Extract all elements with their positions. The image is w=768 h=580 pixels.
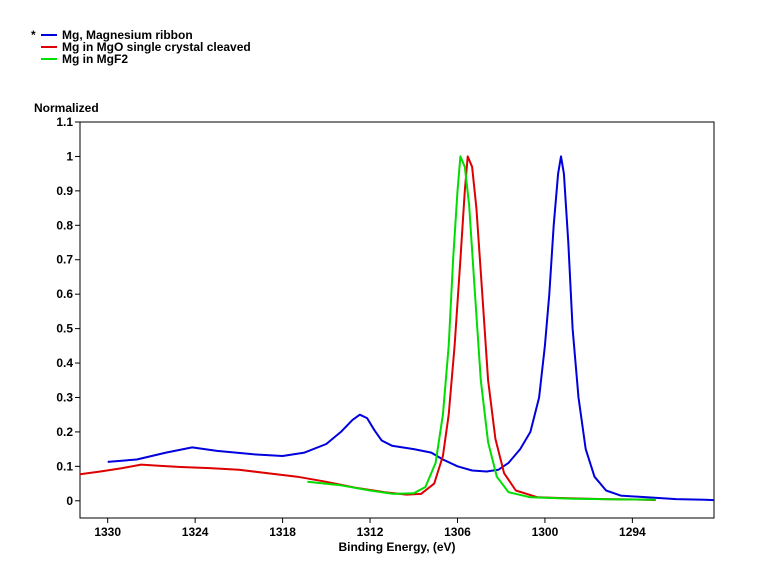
y-tick-label: 0	[66, 494, 73, 508]
x-tick-label: 1300	[532, 525, 559, 539]
series-line-0	[107, 155, 715, 502]
x-tick-label: 1324	[182, 525, 209, 539]
x-axis: 1330 1324 1318 1312 1306 1300 1294	[94, 518, 646, 539]
y-tick-label: 1.1	[56, 115, 73, 129]
y-tick-label: 0.5	[56, 322, 73, 336]
x-tick-label: 1306	[444, 525, 471, 539]
legend-label-2: Mg in MgF2	[62, 52, 128, 66]
y-tick-label: 0.7	[56, 253, 73, 267]
y-axis-title: Normalized	[34, 101, 99, 115]
x-tick-label: 1312	[357, 525, 384, 539]
y-tick-label: 0.9	[56, 184, 73, 198]
y-tick-label: 1	[66, 149, 73, 163]
x-tick-label: 1330	[94, 525, 121, 539]
y-axis: 0 0.1 0.2 0.3 0.4 0.5 0.6 0.7 0.8 0.9 1 1.1	[56, 115, 80, 508]
x-tick-label: 1294	[619, 525, 646, 539]
plot-area	[79, 121, 715, 519]
y-tick-label: 0.3	[56, 390, 73, 404]
x-tick-label: 1318	[269, 525, 296, 539]
y-tick-label: 0.2	[56, 425, 73, 439]
y-tick-label: 0.4	[56, 356, 73, 370]
legend-marker: *	[31, 28, 36, 42]
legend-label-1: Mg in MgO single crystal cleaved	[62, 40, 251, 54]
series-layer	[79, 155, 715, 502]
x-axis-title: Binding Energy, (eV)	[338, 540, 455, 554]
y-tick-label: 0.1	[56, 459, 73, 473]
y-tick-label: 0.8	[56, 218, 73, 232]
legend-label-0: Mg, Magnesium ribbon	[62, 28, 193, 42]
y-tick-label: 0.6	[56, 287, 73, 301]
series-line-1	[79, 155, 656, 502]
series-line-2	[307, 155, 656, 501]
